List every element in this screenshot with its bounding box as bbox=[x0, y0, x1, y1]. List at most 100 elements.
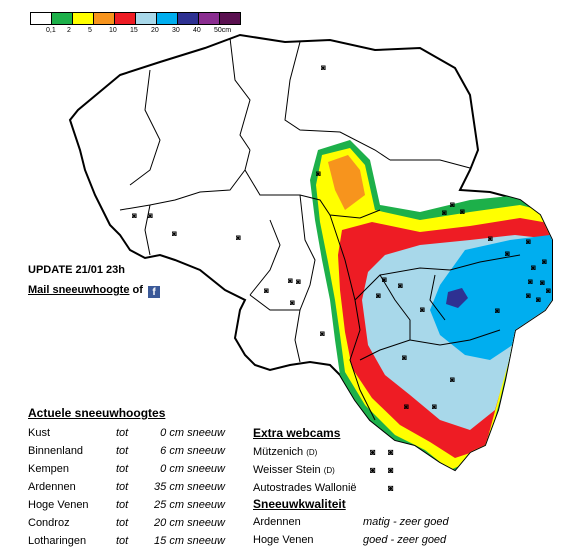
camera-icon[interactable]: ◙ bbox=[388, 465, 394, 475]
tot-label: tot bbox=[116, 463, 129, 475]
camera-icon: ◙ bbox=[450, 200, 455, 209]
legend-swatch bbox=[114, 12, 136, 25]
province-borders bbox=[119, 37, 521, 421]
camera-icon: ◙ bbox=[236, 233, 241, 242]
camera-icon: ◙ bbox=[148, 211, 153, 220]
facebook-icon[interactable]: f bbox=[147, 286, 160, 298]
camera-icon: ◙ bbox=[460, 207, 465, 216]
camera-icon[interactable]: ◙ bbox=[370, 465, 376, 475]
legend-swatch bbox=[156, 12, 178, 25]
depth-unit: sneeuw bbox=[187, 463, 225, 475]
region-name: Kust bbox=[28, 427, 51, 439]
region-name: Condroz bbox=[28, 517, 70, 529]
camera-markers: ◙ ◙ ◙ ◙ ◙ ◙ ◙ ◙ ◙ ◙ ◙ ◙ ◙ ◙ ◙ ◙ ◙ ◙ ◙ ◙ … bbox=[132, 63, 551, 411]
legend-tick-label: 30 bbox=[172, 27, 180, 34]
camera-icon: ◙ bbox=[442, 208, 447, 217]
tot-label: tot bbox=[116, 517, 129, 529]
legend-swatch bbox=[219, 12, 241, 25]
webcam-row[interactable]: Autostrades Wallonië bbox=[253, 482, 357, 494]
camera-icon[interactable]: ◙ bbox=[388, 447, 394, 457]
region-name: Hoge Venen bbox=[28, 499, 89, 511]
camera-icon: ◙ bbox=[495, 306, 500, 315]
depth-number: 0 cm bbox=[160, 427, 185, 439]
depth-value: 0 cm sneeuw bbox=[143, 461, 225, 477]
snow-quality-row: Ardennen matig - zeer goed bbox=[253, 516, 449, 528]
camera-icon: ◙ bbox=[382, 275, 387, 284]
actuele-title: Actuele sneeuwhoogtes bbox=[28, 406, 166, 420]
camera-icon: ◙ bbox=[432, 402, 437, 411]
camera-icon: ◙ bbox=[288, 276, 293, 285]
webcams-title: Extra webcams bbox=[253, 426, 341, 440]
webcam-name[interactable]: Mützenich bbox=[253, 446, 304, 458]
mail-suffix: of bbox=[132, 284, 143, 296]
depth-value: 25 cm sneeuw bbox=[143, 497, 225, 513]
camera-icon: ◙ bbox=[320, 329, 325, 338]
camera-icon: ◙ bbox=[402, 353, 407, 362]
region-name: Binnenland bbox=[28, 445, 84, 457]
camera-icon: ◙ bbox=[404, 402, 409, 411]
region-name: Kempen bbox=[28, 463, 69, 475]
camera-icon: ◙ bbox=[488, 234, 493, 243]
depth-unit: sneeuw bbox=[187, 535, 225, 547]
depth-number: 0 cm bbox=[160, 463, 185, 475]
camera-icon: ◙ bbox=[536, 295, 541, 304]
camera-icon: ◙ bbox=[398, 281, 403, 290]
legend-swatch bbox=[177, 12, 199, 25]
depth-value: 15 cm sneeuw bbox=[143, 533, 225, 549]
camera-icon: ◙ bbox=[321, 63, 326, 72]
tot-label: tot bbox=[116, 427, 129, 439]
depth-unit: sneeuw bbox=[187, 499, 225, 511]
webcam-country: (D) bbox=[323, 466, 335, 475]
mail-snow-depth-link[interactable]: Mail sneeuwhoogte bbox=[28, 284, 130, 296]
depth-number: 35 cm bbox=[154, 481, 185, 493]
webcam-country: (D) bbox=[306, 448, 318, 457]
snow-depth-legend: 0,1 2 5 10 15 20 30 40 50cm bbox=[30, 12, 241, 39]
camera-icon: ◙ bbox=[290, 298, 295, 307]
depth-unit: sneeuw bbox=[187, 517, 225, 529]
depth-value: 6 cm sneeuw bbox=[143, 443, 225, 459]
webcam-row[interactable]: Weisser Stein (D) bbox=[253, 464, 335, 476]
depth-number: 15 cm bbox=[154, 535, 185, 547]
camera-icon[interactable]: ◙ bbox=[370, 447, 376, 457]
camera-icon: ◙ bbox=[450, 375, 455, 384]
quality-region: Ardennen bbox=[253, 516, 301, 528]
webcam-row[interactable]: Mützenich (D) bbox=[253, 446, 317, 458]
legend-tick-label: 0,1 bbox=[46, 27, 56, 34]
legend-tick-label: 50cm bbox=[214, 27, 232, 34]
tot-label: tot bbox=[116, 445, 129, 457]
camera-icon: ◙ bbox=[420, 305, 425, 314]
legend-tick-label: 2 bbox=[67, 27, 71, 34]
legend-swatch bbox=[93, 12, 115, 25]
kwaliteit-title: Sneeuwkwaliteit bbox=[253, 497, 346, 511]
camera-icon: ◙ bbox=[540, 278, 545, 287]
camera-icon: ◙ bbox=[505, 249, 510, 258]
quality-region: Hoge Venen bbox=[253, 534, 314, 546]
snow-zone-orange bbox=[328, 155, 365, 210]
depth-number: 25 cm bbox=[154, 499, 185, 511]
tot-label: tot bbox=[116, 499, 129, 511]
snow-zone-darkblue bbox=[446, 288, 468, 308]
depth-unit: sneeuw bbox=[187, 481, 225, 493]
region-name: Ardennen bbox=[28, 481, 76, 493]
webcam-name[interactable]: Autostrades Wallonië bbox=[253, 482, 357, 494]
camera-icon: ◙ bbox=[316, 169, 321, 178]
depth-unit: sneeuw bbox=[187, 427, 225, 439]
region-name: Lotharingen bbox=[28, 535, 87, 547]
camera-icon[interactable]: ◙ bbox=[388, 483, 394, 493]
legend-tick-label: 20 bbox=[151, 27, 159, 34]
camera-icon: ◙ bbox=[376, 291, 381, 300]
camera-icon: ◙ bbox=[542, 257, 547, 266]
legend-swatch bbox=[51, 12, 73, 25]
depth-unit: sneeuw bbox=[187, 445, 225, 457]
webcam-name[interactable]: Weisser Stein bbox=[253, 464, 321, 476]
camera-icon: ◙ bbox=[172, 229, 177, 238]
legend-swatch bbox=[72, 12, 94, 25]
depth-value: 35 cm sneeuw bbox=[143, 479, 225, 495]
camera-icon: ◙ bbox=[296, 277, 301, 286]
legend-tick-label: 15 bbox=[130, 27, 138, 34]
camera-icon: ◙ bbox=[531, 263, 536, 272]
depth-number: 6 cm bbox=[160, 445, 185, 457]
camera-icon: ◙ bbox=[526, 237, 531, 246]
update-label: UPDATE 21/01 23h bbox=[28, 264, 126, 276]
